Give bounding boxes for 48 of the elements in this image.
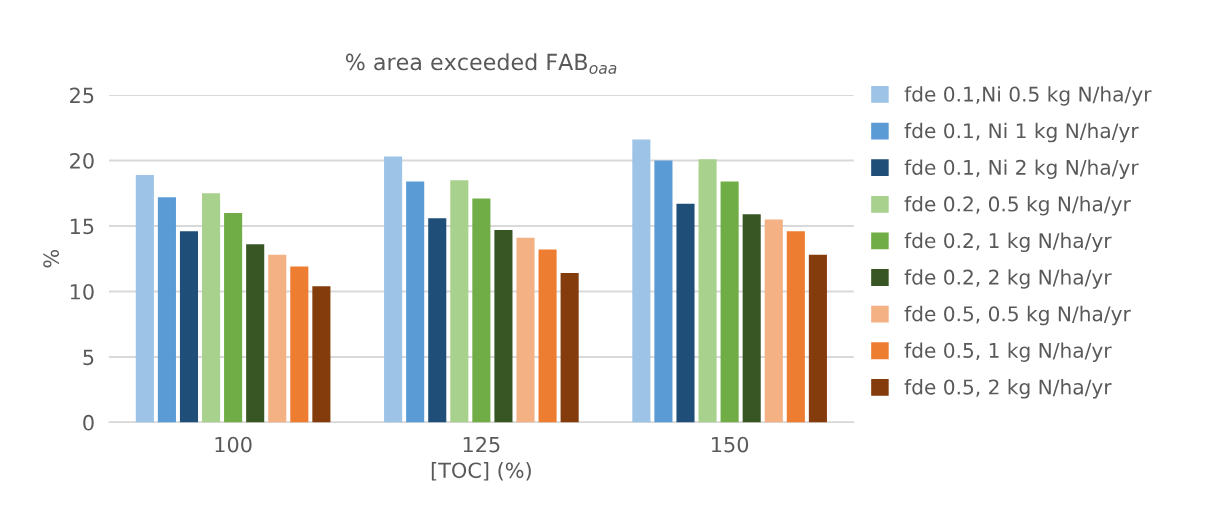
legend-label: fde 0.5, 2 kg N/ha/yr	[904, 379, 1112, 399]
x-axis-title: [TOC] (%)	[431, 462, 531, 481]
bar	[720, 181, 739, 423]
x-tick-label: 125	[463, 436, 500, 453]
bar	[135, 174, 154, 423]
legend-label: fde 0.1,Ni 0.5 kg N/ha/yr	[904, 86, 1152, 106]
y-axis-title: %	[43, 249, 59, 268]
bar	[676, 203, 695, 423]
y-tick-label: 0	[83, 414, 94, 431]
bar	[764, 219, 783, 423]
bar	[632, 139, 651, 423]
legend-label: fde 0.5, 0.5 kg N/ha/yr	[904, 305, 1131, 326]
y-tick-label: 5	[83, 349, 94, 366]
y-tick-label: 20	[70, 152, 94, 169]
bar	[654, 160, 673, 423]
bar	[450, 180, 469, 423]
legend-label: fde 0.2, 0.5 kg N/ha/yr	[904, 196, 1131, 216]
bar	[560, 273, 579, 423]
x-tick-label: 100	[215, 436, 252, 453]
bar	[698, 159, 717, 423]
bar	[472, 198, 491, 423]
bar	[406, 181, 425, 423]
legend-label: fde 0.2, 1 kg N/ha/yr	[904, 232, 1112, 253]
bar	[290, 266, 309, 423]
bar	[268, 254, 287, 423]
bar	[428, 218, 447, 423]
legend-label: fde 0.1, Ni 1 kg N/ha/yr	[904, 122, 1139, 143]
legend-label: fde 0.5, 1 kg N/ha/yr	[904, 342, 1112, 362]
bar	[516, 237, 535, 423]
bar	[494, 229, 513, 423]
bar	[202, 193, 221, 423]
legend-label: fde 0.2, 2 kg N/ha/yr	[904, 269, 1112, 289]
x-tick-label: 150	[712, 436, 749, 453]
bar	[157, 197, 176, 423]
bar	[246, 244, 265, 423]
bar	[384, 156, 403, 423]
bar	[179, 231, 199, 423]
chart-title: % area exceeded FAB$_{oaa}$	[345, 53, 617, 74]
bar	[538, 249, 557, 423]
bar	[224, 212, 243, 423]
bar	[742, 214, 761, 423]
y-tick-label: 15	[70, 218, 94, 235]
legend-label: fde 0.1, Ni 2 kg N/ha/yr	[904, 159, 1139, 179]
y-tick-label: 25	[70, 87, 94, 104]
bar	[312, 286, 331, 423]
bar	[786, 231, 805, 423]
bar	[808, 254, 827, 423]
y-tick-label: 10	[70, 283, 94, 300]
